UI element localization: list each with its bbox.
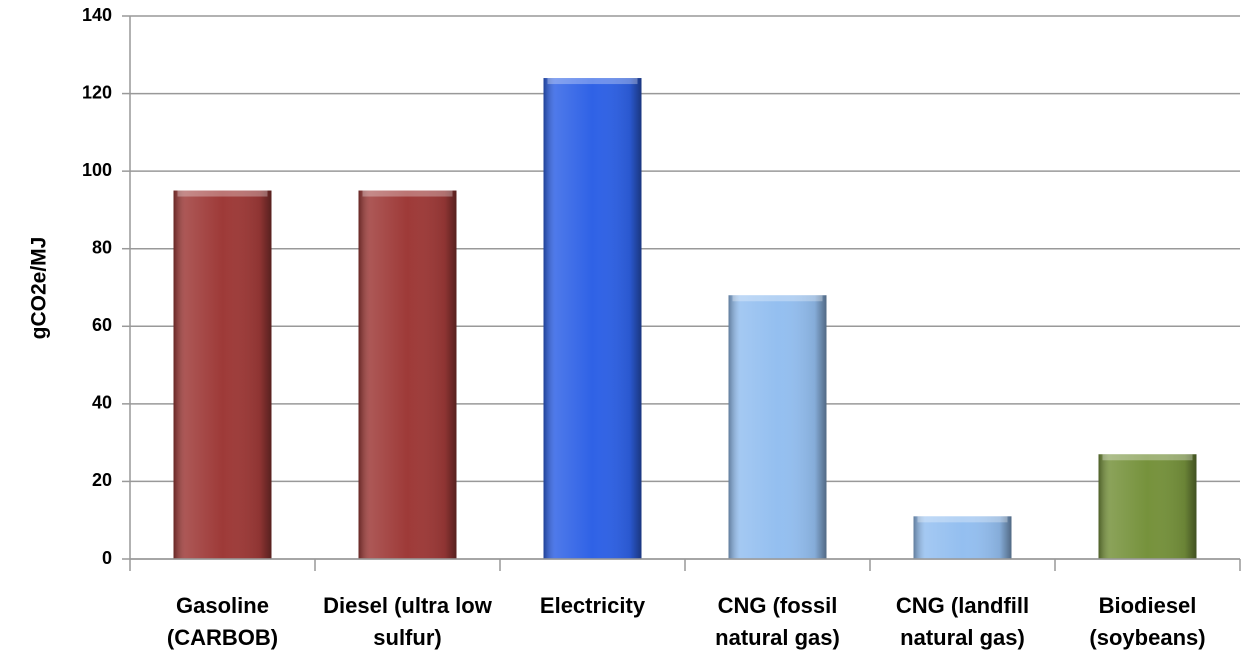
y-tick-label: 120 xyxy=(82,82,112,102)
bar-top xyxy=(732,295,823,302)
bar-top xyxy=(917,516,1008,523)
y-tick-label: 100 xyxy=(82,160,112,180)
x-tick-label: Gasoline (CARBOB) xyxy=(166,593,279,650)
bar-top xyxy=(362,190,453,197)
bar-top xyxy=(1102,454,1193,461)
y-tick-label: 0 xyxy=(102,548,112,568)
y-tick-label: 80 xyxy=(92,237,112,257)
x-tick-label: Diesel (ultra low sulfur) xyxy=(323,593,492,650)
x-tick-label: Electricity xyxy=(539,593,646,618)
y-tick-label: 60 xyxy=(92,315,112,335)
y-axis-label: gCO2e/MJ xyxy=(28,237,51,340)
bar-shade xyxy=(173,190,272,560)
bar-top xyxy=(177,190,268,197)
y-tick-label: 40 xyxy=(92,393,112,413)
x-tick-label: CNG (fossil natural gas) xyxy=(715,593,840,650)
x-tick-label: Biodiesel (soybeans) xyxy=(1089,593,1206,650)
y-tick-label: 140 xyxy=(82,5,112,25)
bar-shade xyxy=(1098,454,1197,559)
bar-shade xyxy=(543,78,642,560)
bar-shade xyxy=(728,295,827,559)
bar-shade xyxy=(358,190,457,560)
bar-shade xyxy=(913,516,1012,559)
x-tick-label: CNG (landfill natural gas) xyxy=(895,593,1030,650)
y-tick-label: 20 xyxy=(92,470,112,490)
bar-top xyxy=(547,78,638,85)
